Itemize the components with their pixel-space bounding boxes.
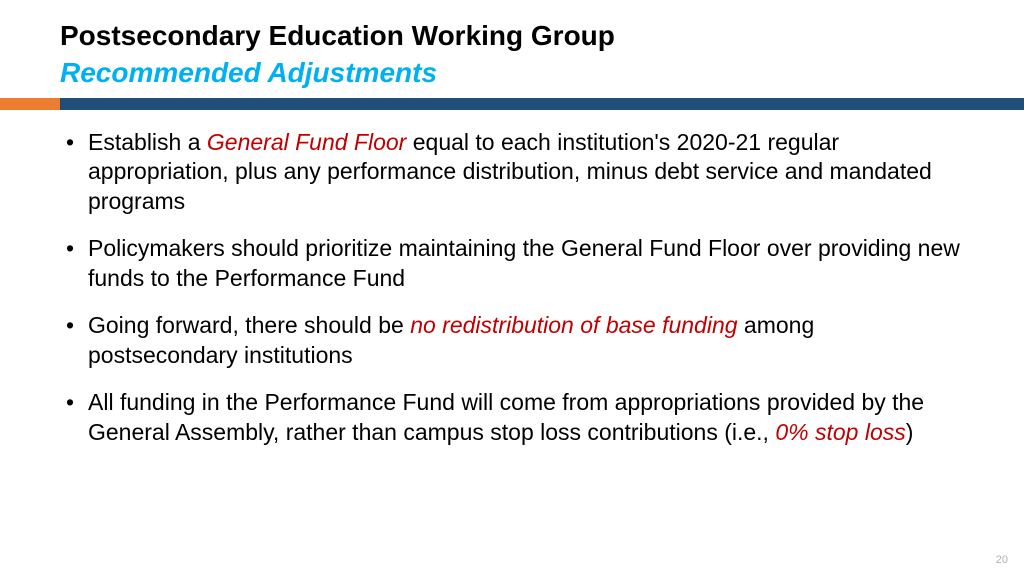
bullet-text-post: ) <box>906 419 914 445</box>
list-item: Establish a General Fund Floor equal to … <box>60 128 964 216</box>
list-item: All funding in the Performance Fund will… <box>60 388 964 447</box>
bullet-text-pre: Policymakers should prioritize maintaini… <box>88 235 960 290</box>
bullet-text-emphasis: 0% stop loss <box>775 419 905 445</box>
slide-title: Postsecondary Education Working Group <box>60 18 964 53</box>
rule-accent-blue <box>60 98 1024 110</box>
list-item: Going forward, there should be no redist… <box>60 311 964 370</box>
bullet-text-emphasis: General Fund Floor <box>207 129 406 155</box>
bullet-text-emphasis: no redistribution of base funding <box>410 312 737 338</box>
divider-rule <box>0 98 1024 110</box>
bullet-list: Establish a General Fund Floor equal to … <box>60 128 964 447</box>
page-number: 20 <box>996 554 1008 566</box>
rule-accent-orange <box>0 98 60 110</box>
bullet-text-pre: Going forward, there should be <box>88 312 410 338</box>
bullet-text-pre: Establish a <box>88 129 207 155</box>
slide-subtitle: Recommended Adjustments <box>60 55 964 90</box>
list-item: Policymakers should prioritize maintaini… <box>60 234 964 293</box>
slide-header: Postsecondary Education Working Group Re… <box>0 0 1024 90</box>
slide-body: Establish a General Fund Floor equal to … <box>0 110 1024 447</box>
